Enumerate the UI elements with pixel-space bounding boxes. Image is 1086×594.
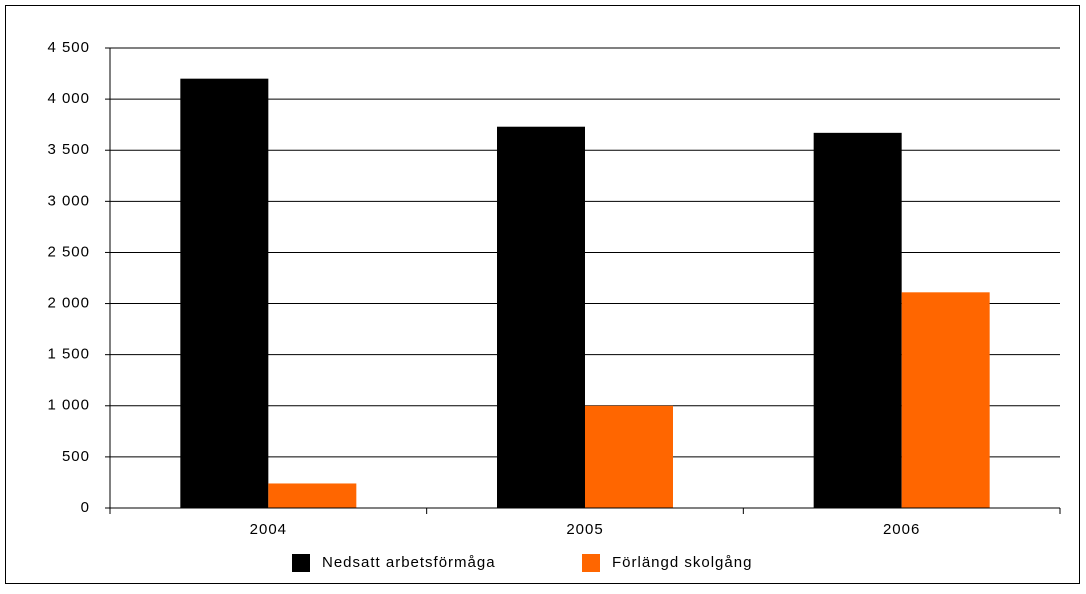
- bar: [813, 132, 902, 508]
- bar: [180, 78, 269, 509]
- y-tick-label: 3 500: [47, 141, 90, 158]
- y-tick-label: 4 500: [47, 39, 90, 56]
- legend-swatch: [292, 554, 310, 572]
- x-tick-label: 2004: [250, 521, 287, 538]
- y-tick-label: 500: [62, 448, 90, 465]
- y-tick-label: 1 500: [47, 346, 90, 363]
- legend-label: Nedsatt arbetsförmåga: [322, 554, 496, 571]
- y-tick-label: 2 000: [47, 295, 90, 312]
- bar: [497, 126, 585, 508]
- y-tick-label: 2 500: [47, 243, 90, 260]
- legend-label: Förlängd skolgång: [612, 554, 752, 571]
- bar: [901, 292, 990, 508]
- bar: [268, 483, 357, 508]
- legend-swatch: [582, 554, 600, 572]
- bar: [585, 405, 673, 508]
- y-tick-label: 4 000: [47, 90, 90, 107]
- y-tick-label: 1 000: [47, 397, 90, 414]
- x-tick-label: 2006: [883, 521, 920, 538]
- y-tick-label: 3 000: [47, 192, 90, 209]
- x-tick-label: 2005: [566, 521, 603, 538]
- y-tick-label: 0: [81, 499, 90, 516]
